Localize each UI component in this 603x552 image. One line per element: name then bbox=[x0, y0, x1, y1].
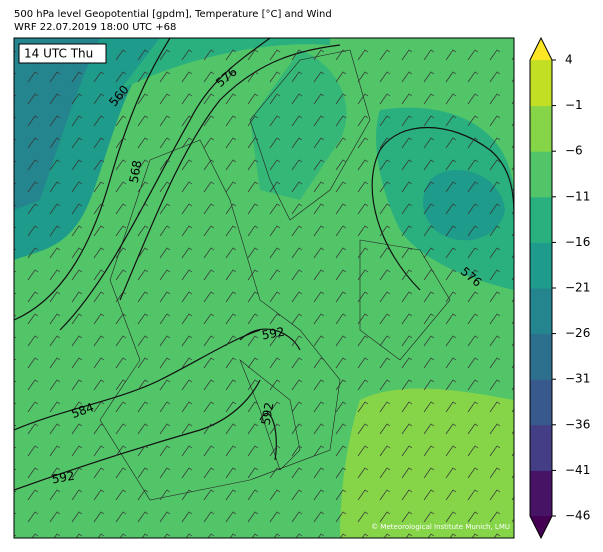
colorbar: 4 −1 −6 −11 −16 −21 −26 −31 −36 −41 −46 bbox=[529, 36, 590, 540]
subtitle: WRF 22.07.2019 18:00 UTC +68 bbox=[14, 22, 176, 33]
colorbar-segment bbox=[530, 333, 552, 380]
colorbar-tick-label: −16 bbox=[565, 235, 590, 249]
colorbar-tick-label: −21 bbox=[565, 281, 590, 295]
contour-label: 592 bbox=[261, 325, 286, 343]
colorbar-segment bbox=[530, 196, 552, 243]
colorbar-segment bbox=[530, 60, 552, 107]
contour-label: 568 bbox=[127, 159, 145, 184]
title: 500 hPa level Geopotential [gpdm], Tempe… bbox=[14, 9, 332, 20]
colorbar-tick-label: −6 bbox=[565, 144, 583, 158]
colorbar-segment bbox=[530, 242, 552, 289]
colorbar-segment bbox=[530, 151, 552, 198]
colorbar-tick-label: −26 bbox=[565, 326, 590, 340]
colorbar-tick-label: 4 bbox=[565, 53, 573, 67]
map-frame bbox=[13, 37, 515, 539]
colorbar-tick-label: −31 bbox=[565, 372, 590, 386]
colorbar-tick-label: −11 bbox=[565, 189, 590, 203]
colorbar-segment bbox=[530, 424, 552, 471]
colorbar-tick-label: −36 bbox=[565, 417, 590, 431]
contour-label: 592 bbox=[259, 401, 277, 426]
colorbar-over bbox=[530, 38, 552, 60]
colorbar-segment bbox=[530, 470, 552, 517]
colorbar-segment bbox=[530, 379, 552, 426]
map: 560 576 568 576 592 584 592 592 © Meteor… bbox=[14, 38, 514, 538]
colorbar-under bbox=[530, 516, 552, 538]
contour-label: 592 bbox=[51, 469, 76, 487]
colorbar-segment bbox=[530, 288, 552, 335]
credit: © Meteorological Institute Munich, LMU bbox=[371, 523, 510, 531]
time-label: 14 UTC Thu bbox=[24, 47, 93, 61]
colorbar-tick-label: −1 bbox=[565, 98, 583, 112]
time-box bbox=[18, 43, 107, 64]
colorbar-tick-label: −46 bbox=[565, 509, 590, 523]
colorbar-segment bbox=[530, 105, 552, 152]
colorbar-tick-label: −41 bbox=[565, 463, 590, 477]
